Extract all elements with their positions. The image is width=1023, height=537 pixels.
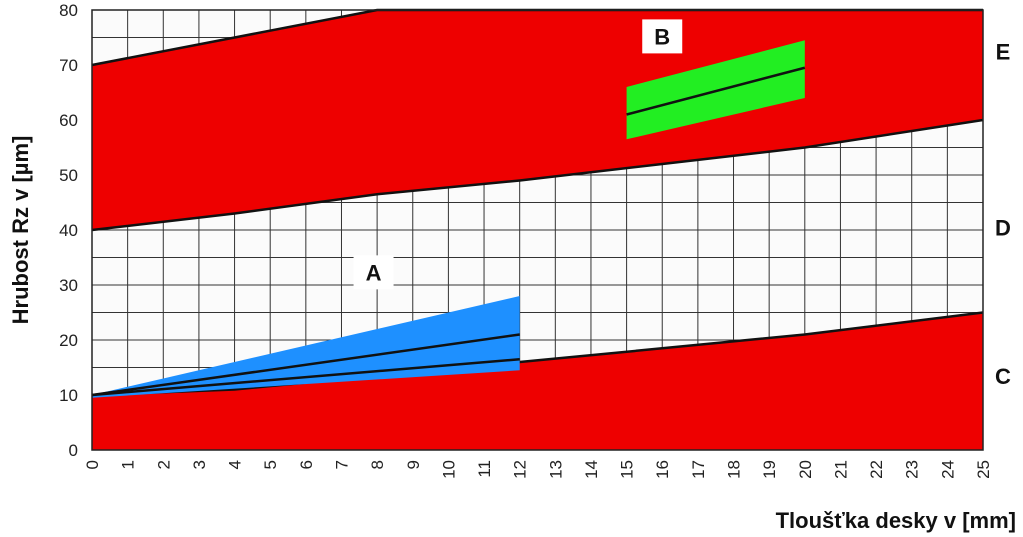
x-tick-label: 10 (439, 460, 458, 479)
x-tick-label: 19 (760, 460, 779, 479)
y-tick-label: 60 (59, 111, 78, 130)
plot-border (91, 9, 984, 451)
band-label-b: B (654, 24, 670, 49)
y-tick-label: 0 (69, 441, 78, 460)
zone-label-d: D (995, 215, 1011, 240)
x-tick-label: 0 (83, 460, 102, 469)
x-tick-label: 18 (725, 460, 744, 479)
band-a-line (91, 358, 520, 397)
x-tick-label: 4 (226, 460, 245, 469)
x-axis-title: Tloušťka desky v [mm] (776, 508, 1016, 533)
x-tick-label: 24 (938, 460, 957, 479)
x-tick-label: 3 (190, 460, 209, 469)
zone-label-c: C (995, 364, 1011, 389)
x-tick-label: 21 (831, 460, 850, 479)
x-tick-label: 1 (119, 460, 138, 469)
zone-boundary-line (91, 118, 984, 232)
x-tick-label: 25 (974, 460, 993, 479)
x-tick-label: 13 (546, 460, 565, 479)
y-tick-label: 80 (59, 1, 78, 20)
x-tick-label: 11 (475, 460, 494, 478)
x-tick-label: 20 (796, 460, 815, 479)
y-tick-label: 20 (59, 331, 78, 350)
x-tick-label: 15 (618, 460, 637, 479)
y-tick-label: 70 (59, 56, 78, 75)
y-tick-label: 10 (59, 386, 78, 405)
band-a-area (92, 296, 520, 398)
band-a-line (91, 333, 520, 397)
x-tick-label: 22 (867, 460, 886, 479)
y-tick-label: 40 (59, 221, 78, 240)
x-tick-label: 23 (903, 460, 922, 479)
zone-c-area (92, 312, 983, 450)
x-tick-label: 16 (653, 460, 672, 479)
x-tick-label: 2 (154, 460, 173, 469)
band-b-line (626, 66, 806, 116)
x-tick-label: 7 (332, 460, 351, 469)
y-tick-label: 30 (59, 276, 78, 295)
x-tick-label: 5 (261, 460, 280, 469)
x-tick-label: 17 (689, 460, 708, 479)
band-b-area (626, 40, 805, 140)
y-axis-title: Hrubost Rz v [µm] (8, 136, 33, 325)
x-tick-label: 12 (511, 460, 530, 479)
x-tick-label: 8 (368, 460, 387, 469)
x-tick-label: 6 (297, 460, 316, 469)
x-tick-label: 14 (582, 460, 601, 479)
zone-label-e: E (996, 39, 1011, 64)
y-tick-label: 50 (59, 166, 78, 185)
x-tick-label: 9 (404, 460, 423, 469)
band-label-box (353, 255, 394, 290)
band-label-a: A (366, 260, 382, 285)
band-label-box (642, 19, 683, 54)
